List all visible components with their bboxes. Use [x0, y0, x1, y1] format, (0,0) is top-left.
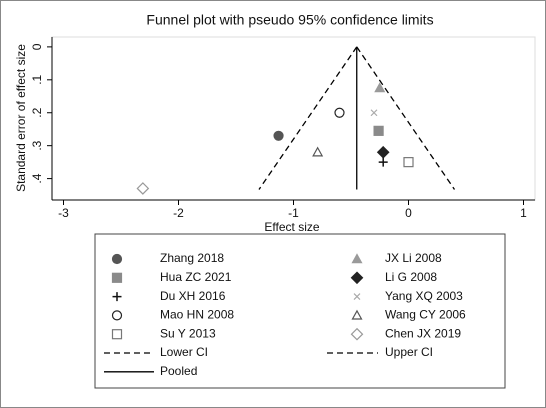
ci-line — [258, 46, 358, 190]
point — [136, 182, 150, 195]
legend-key — [112, 292, 122, 302]
point — [334, 107, 345, 118]
legend-label: Yang XQ 2003 — [385, 289, 463, 303]
ci-line — [356, 46, 456, 190]
legend-label: Hua ZC 2021 — [160, 270, 232, 284]
legend-label: Zhang 2018 — [160, 251, 224, 265]
legend-label: Pooled — [160, 364, 197, 378]
y-tick-label: .3 — [30, 140, 44, 150]
y-tick-label: .2 — [30, 107, 44, 117]
legend-label: Upper CI — [385, 345, 433, 359]
point — [273, 130, 284, 141]
point — [373, 125, 384, 136]
legend-label: Su Y 2013 — [160, 326, 216, 340]
y-tick-label: 0 — [30, 43, 44, 50]
legend-label: Du XH 2016 — [160, 289, 226, 303]
x-tick-label: -1 — [288, 206, 299, 220]
legend-label: Wang CY 2006 — [385, 308, 466, 322]
x-tick-label: -3 — [58, 206, 69, 220]
legend-key — [353, 293, 361, 301]
legend-key — [111, 329, 123, 340]
legend-label: JX Li 2008 — [385, 251, 442, 265]
legend — [94, 233, 506, 389]
point — [370, 109, 378, 117]
x-axis-label: Effect size — [264, 220, 319, 234]
legend-label: Mao HN 2008 — [160, 308, 234, 322]
chart-title: Funnel plot with pseudo 95% confidence l… — [146, 12, 433, 28]
x-tick-label: -2 — [173, 206, 184, 220]
point — [374, 82, 386, 93]
legend-label: Lower CI — [160, 345, 208, 359]
y-tick-label: .4 — [30, 173, 44, 183]
y-tick-label: .1 — [30, 74, 44, 84]
legend-key — [351, 309, 363, 320]
legend-label: Li G 2008 — [385, 270, 437, 284]
legend-key — [350, 327, 364, 341]
legend-key — [351, 253, 363, 264]
point — [403, 157, 414, 168]
legend-key — [111, 253, 123, 265]
legend-key — [111, 310, 123, 321]
legend-key — [111, 272, 123, 283]
x-tick-label: 1 — [520, 206, 527, 220]
point — [312, 146, 324, 157]
x-tick-label: 0 — [405, 206, 412, 220]
y-axis-label: Standard error of effect size — [14, 44, 28, 192]
legend-key — [350, 271, 364, 285]
point — [378, 157, 388, 167]
legend-label: Chen JX 2019 — [385, 326, 461, 340]
plot-area — [51, 36, 536, 201]
